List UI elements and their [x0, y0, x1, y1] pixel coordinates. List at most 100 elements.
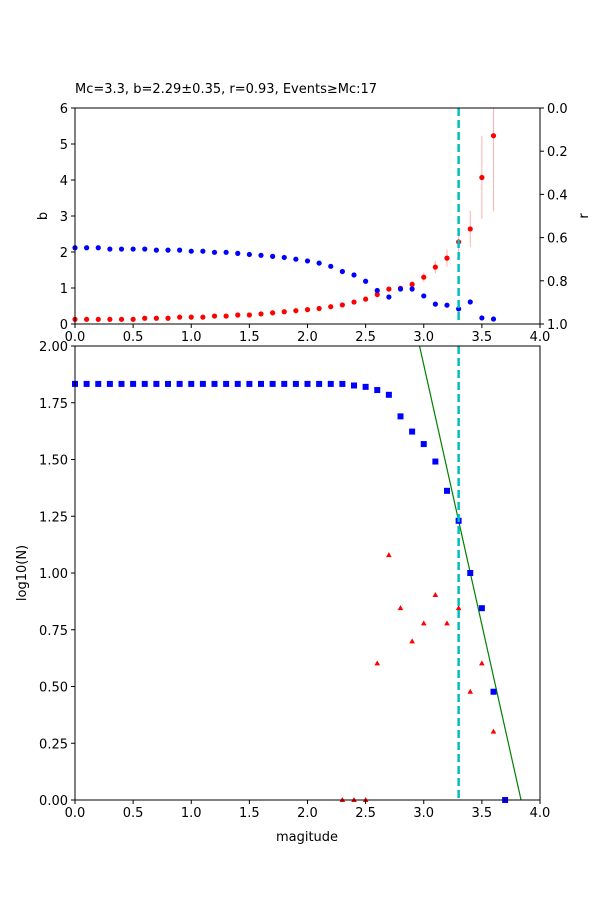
- y-right-tick-label: 0.2: [547, 145, 568, 160]
- r-point: [304, 258, 311, 264]
- x-tick-label: 1.0: [181, 330, 202, 345]
- cumulative-point: [444, 487, 450, 494]
- cumulative-point: [130, 380, 137, 387]
- b-point: [188, 314, 194, 320]
- b-point: [421, 274, 427, 280]
- r-point: [95, 245, 101, 251]
- cumulative-point: [211, 380, 218, 387]
- y-tick-label: 3: [60, 210, 68, 225]
- b-point: [432, 264, 438, 270]
- cumulative-point: [316, 380, 323, 387]
- y-tick-label: 0: [60, 318, 68, 333]
- r-point: [153, 247, 159, 253]
- cumulative-point: [281, 380, 288, 387]
- cumulative-point: [351, 382, 357, 389]
- b-point: [479, 174, 485, 181]
- b-point: [107, 316, 113, 322]
- cumulative-point: [304, 380, 311, 387]
- x-tick-label: 2.5: [355, 806, 376, 821]
- x-tick-label: 4.0: [530, 806, 551, 821]
- cumulative-point: [397, 413, 404, 420]
- b-point: [200, 314, 206, 320]
- b-point: [386, 286, 392, 292]
- r-point: [177, 247, 183, 253]
- cumulative-point: [409, 428, 416, 435]
- non-cumulative-point: [490, 728, 497, 734]
- r-point: [223, 249, 229, 255]
- non-cumulative-point: [444, 620, 450, 626]
- b-point: [351, 299, 357, 305]
- r-point: [328, 263, 334, 269]
- y-tick-label: 0.25: [39, 737, 68, 752]
- cumulative-point: [362, 383, 369, 390]
- b-point: [270, 310, 276, 316]
- cumulative-point: [188, 380, 195, 387]
- r-point: [374, 287, 380, 294]
- y-tick-label: 0.00: [39, 794, 68, 809]
- cumulative-point: [420, 441, 427, 448]
- r-point: [281, 254, 287, 261]
- b-point: [177, 314, 183, 320]
- r-point: [339, 268, 345, 275]
- x-tick-label: 2.0: [297, 330, 318, 345]
- x-tick-label: 0.0: [65, 806, 86, 821]
- r-point: [363, 278, 369, 284]
- r-point: [409, 286, 415, 292]
- bottom-x-label: magitude: [276, 830, 338, 845]
- b-point: [490, 133, 497, 139]
- r-point: [211, 249, 218, 255]
- r-point: [258, 252, 264, 258]
- cumulative-point: [141, 380, 148, 387]
- cumulative-point: [490, 688, 497, 695]
- b-point: [316, 305, 322, 312]
- x-tick-label: 3.5: [472, 806, 493, 821]
- b-point: [153, 315, 159, 321]
- x-tick-label: 3.5: [472, 330, 493, 345]
- r-point: [490, 316, 497, 322]
- y-right-tick-label: 1.0: [547, 318, 568, 333]
- b-point: [281, 309, 287, 315]
- top-chart-title: Mc=3.3, b=2.29±0.35, r=0.93, Events≥Mc:1…: [75, 82, 377, 97]
- b-point: [363, 296, 369, 302]
- r-point: [386, 294, 392, 300]
- b-point: [118, 316, 125, 322]
- top-axes: 0.0 0.5 1.0 1.5 2.0 2.5 3.0 3.5 4.0 0 1 2 3 4 5 6 0.0 0.2…: [60, 102, 568, 345]
- r-point: [235, 250, 241, 256]
- b-point: [409, 281, 415, 287]
- y-tick-label: 1.25: [39, 510, 68, 525]
- r-point: [479, 315, 485, 321]
- non-cumulative-point: [479, 660, 485, 666]
- b-point: [84, 316, 90, 322]
- y-tick-label: 1.75: [39, 397, 68, 412]
- y-tick-label: 0.50: [39, 681, 68, 696]
- b-point: [339, 302, 345, 308]
- b-point: [223, 313, 229, 319]
- y-tick-label: 0.75: [39, 624, 68, 639]
- b-point: [246, 312, 252, 318]
- r-point: [351, 272, 357, 278]
- b-point: [142, 315, 148, 321]
- x-tick-label: 1.0: [181, 806, 202, 821]
- b-point: [304, 307, 311, 313]
- cumulative-point: [234, 380, 241, 387]
- cumulative-point: [199, 380, 206, 387]
- non-cumulative-point: [420, 620, 427, 626]
- cumulative-point: [478, 605, 485, 612]
- r-point: [165, 247, 171, 253]
- y-tick-label: 2: [60, 246, 68, 261]
- cumulative-point: [258, 380, 264, 387]
- y-right-tick-label: 0.4: [547, 188, 568, 203]
- non-cumulative-point: [386, 552, 392, 558]
- cumulative-point: [432, 458, 439, 465]
- bottom-axes: 0.0 0.5 1.0 1.5 2.0 2.5 3.0 3.5 4.0 0.00 0.25 0.50 0…: [39, 340, 550, 821]
- non-cumulative-point: [455, 605, 462, 611]
- cumulative-point: [95, 380, 102, 387]
- x-tick-label: 0.5: [123, 806, 144, 821]
- cumulative-point: [327, 380, 334, 387]
- r-point: [107, 246, 113, 252]
- cumulative-point: [106, 380, 113, 387]
- r-point: [444, 302, 450, 308]
- cumulative-point: [223, 380, 230, 387]
- y-right-tick-label: 0.8: [547, 275, 568, 290]
